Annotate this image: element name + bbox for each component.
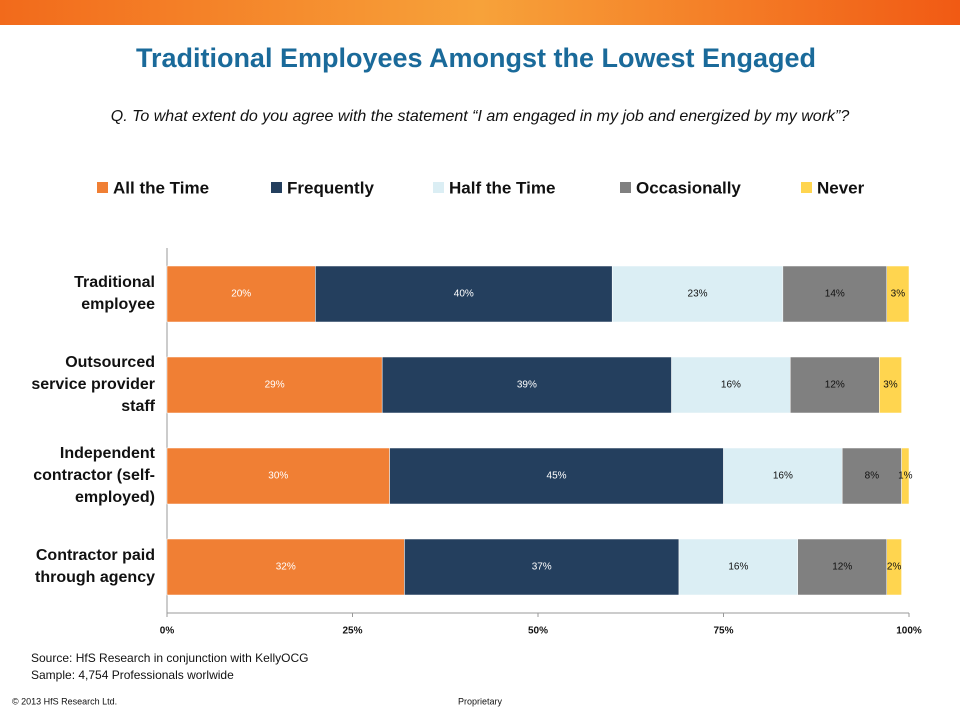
chart-title: Traditional Employees Amongst the Lowest… [136,43,816,73]
bar-segment [671,356,791,414]
category-label: Independent contractor (self- employed) [33,445,155,506]
category-label: Outsourced service provider staff [31,354,155,415]
header-band [0,0,960,25]
bar-segment [166,265,316,323]
bar-segment [315,265,613,323]
data-label: 16% [728,562,748,573]
bar-segment [678,538,798,596]
legend-swatch [433,182,444,193]
bar-segment [381,356,672,414]
bar-segment [389,447,724,505]
footer: Proprietary [458,696,503,706]
bar-segment [797,538,887,596]
bar-segment [611,265,784,323]
data-label: 45% [547,471,567,482]
data-label: 14% [825,289,845,300]
data-label: 29% [265,380,285,391]
bar-segment [841,447,902,505]
bar-segment [790,356,880,414]
bar-segment [782,265,887,323]
data-label: 12% [825,380,845,391]
data-label: 1% [898,471,913,482]
data-label: 8% [865,471,880,482]
legend-swatch [271,182,282,193]
subtitle: Q. To what extent do you agree with the … [111,108,850,125]
x-tick-label: 50% [528,626,548,637]
x-tick-label: 75% [713,626,733,637]
bar-segment [901,447,910,505]
legend-label: All the Time [113,178,209,197]
legend-label: Frequently [287,178,374,197]
data-label: 23% [688,289,708,300]
legend-swatch [620,182,631,193]
bar-segment [166,447,390,505]
category-label: Traditional employee [74,274,155,313]
legend-swatch [801,182,812,193]
bar-segment [166,356,383,414]
sample: Sample: 4,754 Professionals worlwide [31,668,234,682]
category-label: Contractor paid through agency [34,547,155,586]
data-label: 40% [454,289,474,300]
data-label: 16% [773,471,793,482]
bar-segment [723,447,843,505]
data-label: 12% [832,562,852,573]
data-label: 39% [517,380,537,391]
x-tick-label: 25% [342,626,362,637]
data-label: 37% [532,562,552,573]
data-label: 16% [721,380,741,391]
copyright: © 2013 HfS Research Ltd. [12,696,117,706]
bar-segment [879,356,902,414]
data-label: 2% [887,562,902,573]
legend-label: Half the Time [449,178,555,197]
bar-segment [886,538,902,596]
data-label: 20% [231,289,251,300]
x-tick-label: 0% [160,626,175,637]
bar-segment [886,265,910,323]
bar-segment [166,538,405,596]
x-tick-label: 100% [896,626,922,637]
data-label: 3% [891,289,906,300]
data-label: 3% [883,380,898,391]
legend-label: Never [817,178,865,197]
source: Source: HfS Research in conjunction with… [31,651,308,665]
legend-label: Occasionally [636,178,741,197]
data-label: 30% [268,471,288,482]
legend-swatch [97,182,108,193]
data-label: 32% [276,562,296,573]
